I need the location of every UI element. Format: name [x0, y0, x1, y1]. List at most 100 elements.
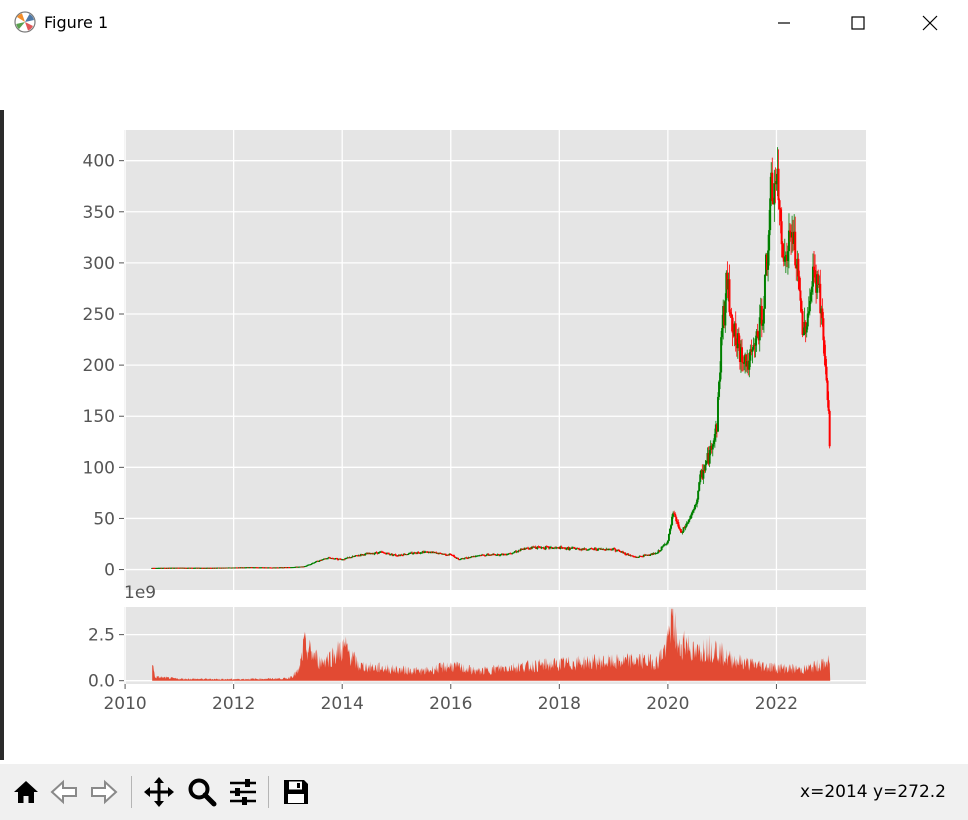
candle-body	[577, 548, 580, 550]
candle-body	[705, 460, 708, 465]
candle-body	[511, 552, 514, 554]
candle-body	[581, 548, 584, 551]
candle-body	[168, 567, 171, 569]
window-title: Figure 1	[44, 13, 109, 32]
pan-button[interactable]	[141, 774, 177, 810]
candle-body	[377, 552, 380, 554]
candle-body	[625, 554, 628, 556]
candle-body	[621, 551, 624, 553]
candle-body	[361, 554, 364, 556]
candle-body	[694, 504, 697, 510]
candle-body	[509, 553, 512, 555]
candle-body	[677, 522, 680, 527]
candle-body	[339, 558, 342, 560]
candle-body	[476, 555, 479, 557]
candle-body	[523, 548, 526, 550]
candle-body	[721, 328, 724, 338]
candle-body	[726, 272, 729, 290]
candle-body	[265, 567, 268, 569]
candle-body	[513, 551, 516, 553]
candle-body	[708, 450, 711, 464]
candle-body	[485, 555, 488, 557]
candle-body	[799, 290, 802, 301]
candle-body	[649, 555, 652, 557]
candle-body	[736, 333, 739, 349]
candle-body	[779, 209, 782, 222]
candle-body	[274, 567, 277, 569]
candle-body	[301, 566, 304, 568]
candle-body	[157, 567, 160, 569]
candle-body	[261, 567, 264, 569]
volume-x-tick-label: 2014	[321, 694, 364, 714]
candle-body	[576, 548, 579, 550]
candle-body	[351, 556, 354, 558]
candle-body	[750, 349, 753, 352]
home-button[interactable]	[8, 774, 44, 810]
candle-body	[325, 558, 328, 560]
candle-body	[289, 567, 292, 569]
candle-body	[696, 499, 699, 504]
candle-body	[375, 552, 378, 554]
candle-body	[491, 554, 494, 556]
candle-body	[347, 557, 350, 559]
candle-body	[745, 354, 748, 367]
candle-body	[767, 250, 770, 270]
figure-canvas[interactable]: 0 50 100 150 200 250 300 350 400 0.0 2.5 2010 2012…	[0, 45, 968, 764]
maximize-button[interactable]	[826, 0, 890, 45]
candle-body	[334, 557, 337, 559]
candle-body	[461, 558, 464, 560]
back-button[interactable]	[46, 774, 82, 810]
candle-body	[388, 553, 391, 555]
candle-body	[648, 554, 651, 556]
candle-body	[582, 548, 585, 550]
candle-body	[177, 567, 180, 569]
save-button[interactable]	[278, 774, 314, 810]
candle-body	[482, 554, 485, 556]
candle-body	[826, 380, 829, 401]
candle-body	[661, 546, 664, 548]
close-button[interactable]	[898, 0, 962, 45]
candle-body	[690, 512, 693, 516]
candle-body	[620, 551, 623, 553]
window-titlebar: Figure 1	[0, 0, 968, 45]
candle-body	[332, 558, 335, 560]
candle-body	[327, 557, 330, 559]
candle-body	[391, 553, 394, 556]
candle-body	[456, 557, 459, 559]
candle-body	[597, 548, 600, 550]
candle-body	[358, 555, 361, 557]
candle-body	[543, 548, 546, 550]
candle-body	[562, 547, 565, 549]
candle-body	[296, 566, 299, 568]
candle-body	[817, 274, 820, 285]
candle-body	[575, 548, 578, 550]
candle-body	[572, 547, 575, 549]
candle-body	[378, 551, 381, 553]
candle-body	[192, 567, 195, 569]
arrow-right-icon	[91, 779, 118, 805]
candle-body	[497, 554, 500, 556]
candle-body	[579, 549, 582, 551]
volume-y-tick-label: 0.0	[88, 672, 115, 692]
candle-body	[682, 527, 685, 532]
candle-body	[533, 546, 536, 548]
candle-body	[366, 553, 369, 555]
candle-body	[655, 553, 658, 555]
minimize-button[interactable]	[752, 0, 816, 45]
candle-body	[278, 567, 281, 569]
candle-body	[814, 270, 817, 278]
candle-body	[419, 552, 422, 554]
zoom-button[interactable]	[184, 774, 220, 810]
candle-body	[600, 548, 603, 550]
move-icon	[144, 777, 174, 807]
candle-body	[593, 548, 596, 550]
candle-body	[630, 555, 633, 557]
candle-body	[797, 258, 800, 277]
candle-body	[229, 567, 232, 569]
candle-body	[587, 549, 590, 551]
candle-body	[191, 567, 194, 569]
candle-body	[811, 266, 814, 287]
candle-body	[512, 552, 515, 554]
forward-button[interactable]	[86, 774, 122, 810]
configure-subplots-button[interactable]	[225, 774, 261, 810]
